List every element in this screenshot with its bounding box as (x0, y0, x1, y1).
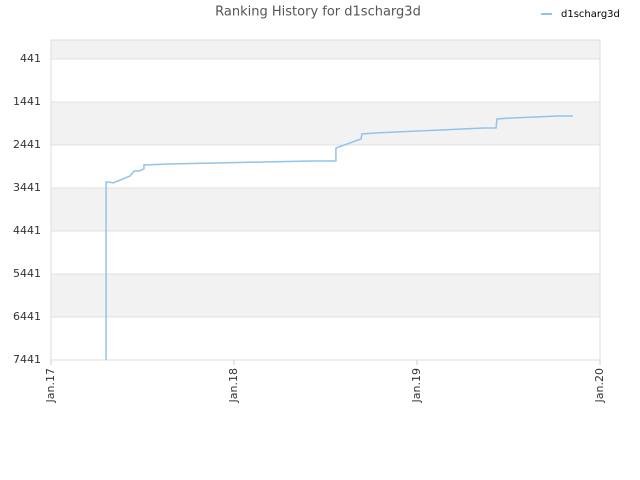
grid-band (51, 145, 600, 189)
grid-band (51, 274, 600, 318)
grid-band (51, 40, 600, 60)
grid-band (51, 59, 600, 103)
y-tick-label: 441 (20, 52, 41, 65)
x-tick-label: Jan.19 (410, 368, 423, 403)
x-tick-label: Jan.17 (44, 368, 57, 403)
y-tick-label: 2441 (13, 138, 41, 151)
y-tick-label: 3441 (13, 181, 41, 194)
grid-band (51, 231, 600, 275)
chart-title: Ranking History for d1scharg3d (215, 5, 421, 20)
y-tick-label: 7441 (13, 353, 41, 366)
legend-label: d1scharg3d (561, 9, 620, 20)
y-tick-label: 6441 (13, 310, 41, 323)
grid-band (51, 188, 600, 232)
x-tick-label: Jan.20 (593, 368, 606, 403)
y-tick-label: 5441 (13, 267, 41, 280)
y-tick-label: 1441 (13, 95, 41, 108)
x-tick-label: Jan.18 (227, 368, 240, 403)
grid-band (51, 317, 600, 360)
grid-band (51, 102, 600, 146)
plot-border (50, 39, 601, 361)
line (105, 115, 573, 360)
y-tick-label: 4441 (13, 224, 41, 237)
